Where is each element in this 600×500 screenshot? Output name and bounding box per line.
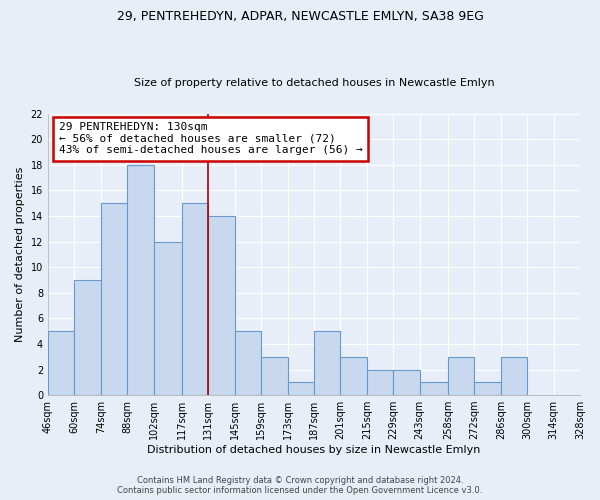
Bar — [393, 370, 419, 395]
Text: Contains HM Land Registry data © Crown copyright and database right 2024.
Contai: Contains HM Land Registry data © Crown c… — [118, 476, 482, 495]
Bar — [154, 242, 182, 395]
Bar — [101, 204, 127, 395]
Bar — [74, 280, 101, 395]
Bar — [314, 331, 340, 395]
Title: Size of property relative to detached houses in Newcastle Emlyn: Size of property relative to detached ho… — [134, 78, 494, 88]
Text: 29 PENTREHEDYN: 130sqm
← 56% of detached houses are smaller (72)
43% of semi-det: 29 PENTREHEDYN: 130sqm ← 56% of detached… — [59, 122, 362, 156]
Bar — [48, 331, 74, 395]
Bar — [127, 165, 154, 395]
X-axis label: Distribution of detached houses by size in Newcastle Emlyn: Distribution of detached houses by size … — [147, 445, 481, 455]
Bar — [419, 382, 448, 395]
Bar — [287, 382, 314, 395]
Bar — [208, 216, 235, 395]
Bar — [261, 356, 287, 395]
Bar — [182, 204, 208, 395]
Bar — [340, 356, 367, 395]
Bar — [501, 356, 527, 395]
Bar — [448, 356, 475, 395]
Text: 29, PENTREHEDYN, ADPAR, NEWCASTLE EMLYN, SA38 9EG: 29, PENTREHEDYN, ADPAR, NEWCASTLE EMLYN,… — [116, 10, 484, 23]
Bar — [475, 382, 501, 395]
Y-axis label: Number of detached properties: Number of detached properties — [15, 166, 25, 342]
Bar — [367, 370, 393, 395]
Bar — [235, 331, 261, 395]
